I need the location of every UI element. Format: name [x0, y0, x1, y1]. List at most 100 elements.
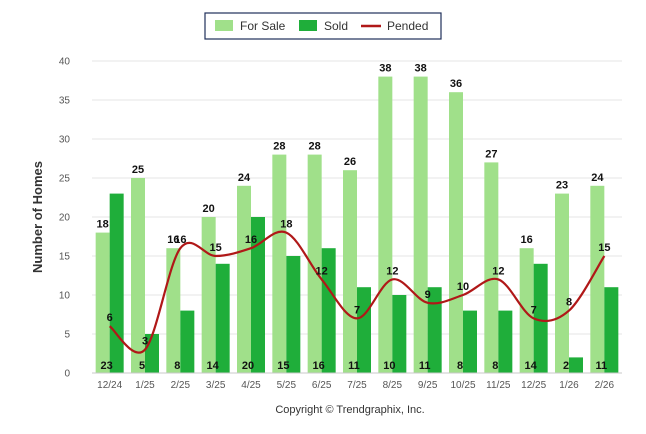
y-tick-label: 35 [59, 96, 71, 107]
legend-label-sold: Sold [324, 19, 348, 33]
x-tick-label: 9/25 [418, 380, 438, 391]
data-label-sold: 14 [207, 360, 220, 372]
data-label-sold: 20 [242, 360, 254, 372]
data-label-sold: 11 [419, 360, 431, 372]
pended-line [108, 230, 606, 354]
y-tick-label: 15 [59, 252, 71, 263]
data-label-pended: 3 [142, 336, 148, 348]
bar-sold [251, 217, 265, 373]
bar-for-sale [237, 185, 251, 373]
data-label-sold: 2 [563, 360, 569, 372]
data-label-sold: 10 [383, 360, 395, 372]
y-tick-label: 40 [59, 57, 71, 68]
y-tick-label: 20 [59, 213, 71, 224]
bar-for-sale [166, 248, 181, 373]
data-label-pended: 9 [425, 289, 431, 301]
bars [95, 76, 619, 373]
data-label-pended: 12 [492, 265, 504, 277]
y-axis-ticks: 0 5 10 15 20 25 30 35 40 [59, 57, 71, 380]
data-label-pended: 15 [598, 242, 610, 254]
x-tick-label: 4/25 [241, 380, 261, 391]
bar-sold [215, 263, 230, 373]
data-labels: 1823255168201424202815281626113810381136… [97, 63, 611, 372]
legend-swatch-sold [299, 20, 317, 31]
x-tick-label: 2/25 [171, 380, 191, 391]
legend-label-pended: Pended [387, 19, 428, 33]
data-label-for-sale: 26 [344, 156, 356, 168]
legend: For Sale Sold Pended [204, 12, 442, 40]
data-label-sold: 8 [174, 360, 180, 372]
data-label-sold: 23 [101, 360, 113, 372]
data-label-pended: 12 [316, 265, 328, 277]
bar-sold [533, 263, 548, 373]
bar-for-sale [95, 232, 110, 373]
y-tick-label: 25 [59, 174, 71, 185]
data-label-pended: 7 [531, 304, 537, 316]
data-label-for-sale: 24 [591, 172, 604, 184]
data-label-pended: 16 [174, 234, 186, 246]
bar-sold [604, 287, 619, 373]
x-tick-label: 8/25 [383, 380, 403, 391]
x-tick-label: 11/25 [486, 380, 511, 391]
data-label-for-sale: 18 [97, 219, 109, 231]
copyright-footer: Copyright © Trendgraphix, Inc. [275, 404, 424, 416]
data-label-sold: 11 [348, 360, 360, 372]
bar-for-sale [378, 76, 393, 373]
data-label-pended: 16 [245, 234, 257, 246]
data-label-for-sale: 23 [556, 180, 568, 192]
x-tick-label: 10/25 [450, 380, 475, 391]
bar-for-sale [484, 162, 499, 373]
bar-for-sale [201, 217, 216, 373]
bar-sold [392, 295, 407, 373]
bar-for-sale [343, 170, 357, 373]
x-tick-label: 1/25 [135, 380, 155, 391]
data-label-pended: 6 [107, 312, 113, 324]
bar-for-sale [413, 76, 428, 373]
bar-sold [498, 310, 513, 373]
x-tick-label: 1/26 [559, 380, 579, 391]
x-tick-label: 2/26 [595, 380, 615, 391]
legend-box [204, 12, 442, 40]
data-label-sold: 15 [277, 360, 289, 372]
data-label-sold: 16 [313, 360, 325, 372]
bar-sold [109, 193, 124, 373]
y-axis-label: Number of Homes [30, 161, 45, 273]
data-label-for-sale: 20 [203, 203, 215, 215]
data-label-pended: 15 [210, 242, 222, 254]
bar-sold [427, 287, 442, 373]
x-tick-label: 6/25 [312, 380, 332, 391]
data-label-for-sale: 38 [415, 63, 427, 75]
data-label-for-sale: 16 [521, 234, 533, 246]
data-label-pended: 7 [354, 304, 360, 316]
bar-sold [286, 256, 301, 373]
data-label-pended: 8 [566, 297, 572, 309]
bar-for-sale [519, 248, 534, 373]
data-label-pended: 12 [386, 265, 398, 277]
data-label-sold: 14 [525, 360, 538, 372]
data-label-for-sale: 38 [379, 63, 391, 75]
x-tick-label: 5/25 [277, 380, 297, 391]
y-tick-label: 30 [59, 135, 71, 146]
x-tick-label: 12/25 [521, 380, 546, 391]
y-tick-label: 10 [59, 291, 71, 302]
data-label-sold: 8 [492, 360, 498, 372]
bar-sold [180, 310, 195, 373]
data-label-sold: 11 [596, 360, 608, 372]
pended-line-group [108, 230, 606, 354]
data-label-for-sale: 24 [238, 172, 251, 184]
data-label-for-sale: 25 [132, 164, 144, 176]
bar-for-sale [272, 154, 287, 373]
y-tick-label: 5 [64, 330, 70, 341]
data-label-sold: 5 [139, 360, 145, 372]
bar-for-sale [449, 92, 463, 373]
x-tick-label: 3/25 [206, 380, 226, 391]
data-label-sold: 8 [457, 360, 463, 372]
x-tick-label: 7/25 [347, 380, 367, 391]
data-label-for-sale: 27 [485, 148, 497, 160]
bar-sold [569, 357, 583, 373]
bar-for-sale [131, 178, 145, 373]
bar-for-sale [555, 193, 569, 373]
bar-for-sale [307, 154, 322, 373]
x-tick-label: 12/24 [97, 380, 122, 391]
